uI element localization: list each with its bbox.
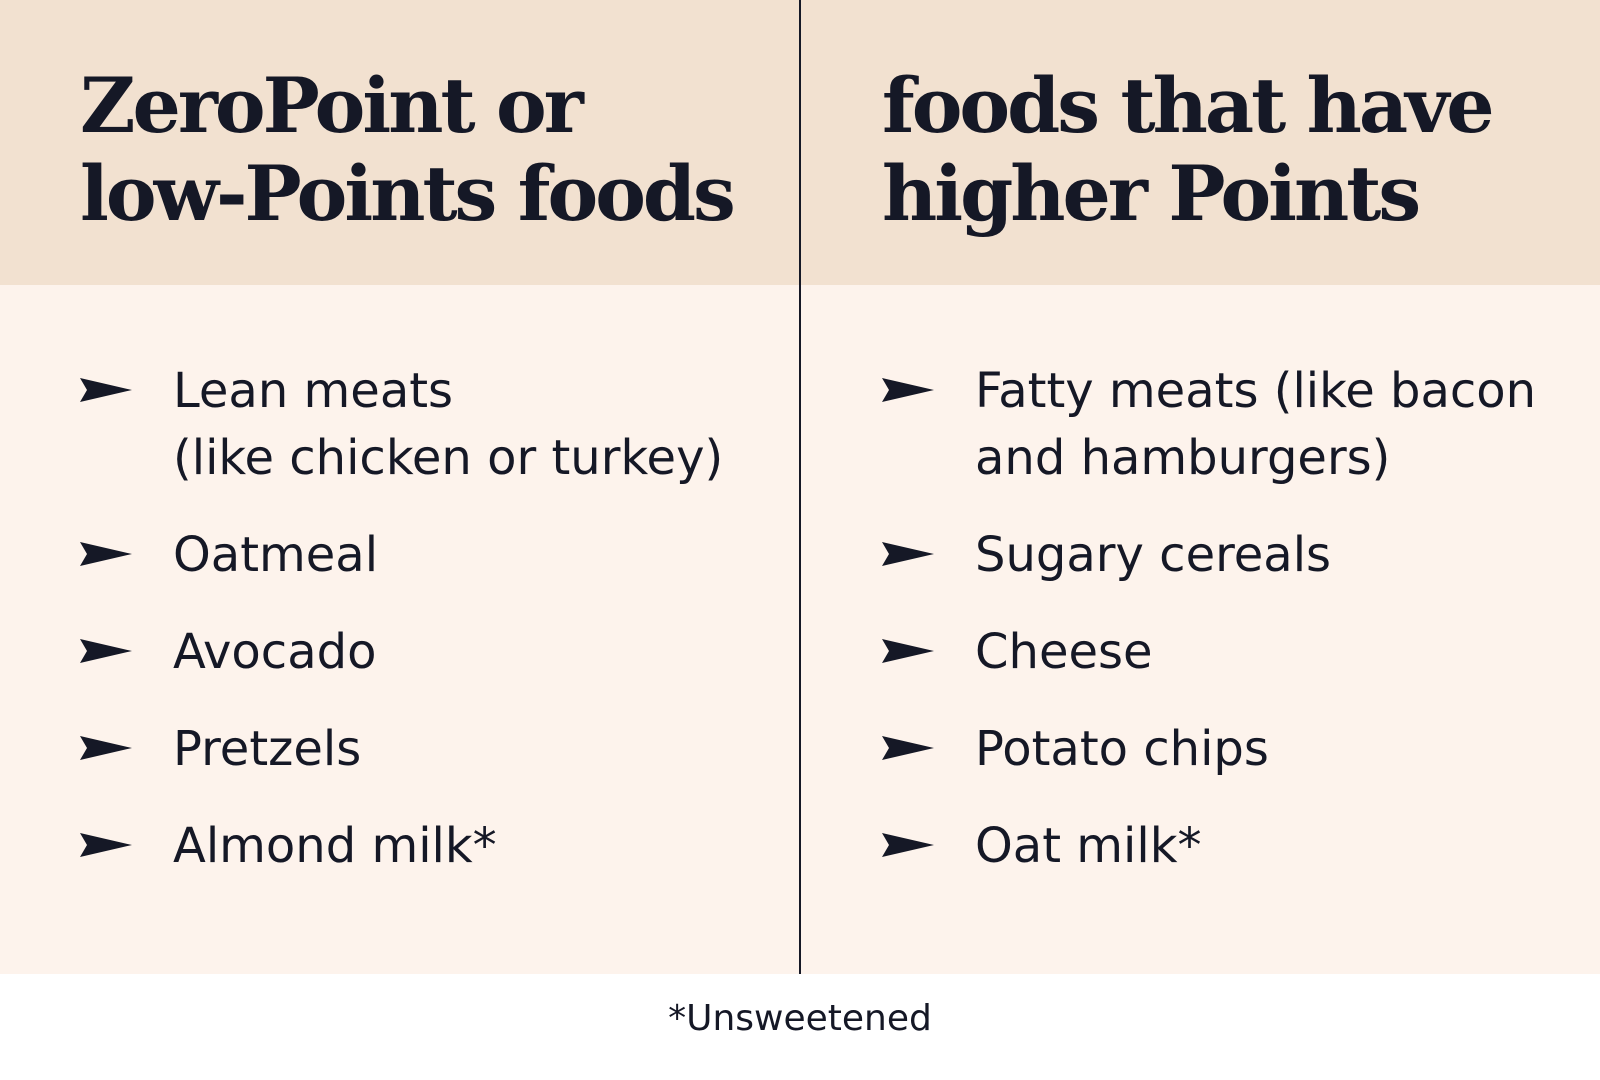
list-item: Lean meats (like chicken or turkey) xyxy=(80,358,780,492)
list-item: Oat milk* xyxy=(882,813,1582,880)
food-list: Lean meats (like chicken or turkey) Oatm… xyxy=(80,358,780,910)
pennant-arrow-icon xyxy=(80,542,132,566)
title-line: higher Points xyxy=(882,149,1421,238)
list-item-line: Potato chips xyxy=(975,721,1269,777)
footnote: *Unsweetened xyxy=(668,998,932,1039)
list-item-text: Lean meats (like chicken or turkey) xyxy=(173,358,780,492)
list-item: Avocado xyxy=(80,619,780,686)
list-item-line: Fatty meats (like bacon xyxy=(975,363,1537,419)
list-item-line: and hamburgers) xyxy=(975,430,1391,486)
pennant-arrow-icon xyxy=(80,378,132,402)
list-item-text: Oatmeal xyxy=(173,522,780,589)
list-item: Pretzels xyxy=(80,716,780,783)
column-divider xyxy=(799,0,801,974)
list-item-line: Lean meats xyxy=(173,363,454,419)
list-item-text: Avocado xyxy=(173,619,780,686)
list-item-line: Sugary cereals xyxy=(975,527,1332,583)
pennant-arrow-icon xyxy=(882,736,934,760)
list-item-line: Almond milk* xyxy=(173,818,497,874)
list-item-line: Oat milk* xyxy=(975,818,1202,874)
column-title: foods that have higher Points xyxy=(882,62,1582,238)
list-item-text: Sugary cereals xyxy=(975,522,1582,589)
title-line: ZeroPoint or xyxy=(80,61,584,150)
pennant-arrow-icon xyxy=(80,639,132,663)
list-item-line: Cheese xyxy=(975,624,1153,680)
list-item-text: Almond milk* xyxy=(173,813,780,880)
list-item-text: Fatty meats (like bacon and hamburgers) xyxy=(975,358,1582,492)
food-list: Fatty meats (like bacon and hamburgers) … xyxy=(882,358,1582,910)
list-item-text: Oat milk* xyxy=(975,813,1582,880)
list-item: Oatmeal xyxy=(80,522,780,589)
list-item: Potato chips xyxy=(882,716,1582,783)
list-item: Sugary cereals xyxy=(882,522,1582,589)
list-item-line: Oatmeal xyxy=(173,527,379,583)
pennant-arrow-icon xyxy=(882,833,934,857)
list-item-text: Cheese xyxy=(975,619,1582,686)
list-item-text: Pretzels xyxy=(173,716,780,783)
list-item-line: Avocado xyxy=(173,624,377,680)
title-line: foods that have xyxy=(882,61,1495,150)
title-line: low-Points foods xyxy=(80,149,736,238)
list-item: Almond milk* xyxy=(80,813,780,880)
list-item-text: Potato chips xyxy=(975,716,1582,783)
pennant-arrow-icon xyxy=(882,639,934,663)
list-item-line: Pretzels xyxy=(173,721,362,777)
list-item-line: (like chicken or turkey) xyxy=(173,430,724,486)
pennant-arrow-icon xyxy=(80,736,132,760)
pennant-arrow-icon xyxy=(80,833,132,857)
pennant-arrow-icon xyxy=(882,542,934,566)
list-item: Fatty meats (like bacon and hamburgers) xyxy=(882,358,1582,492)
pennant-arrow-icon xyxy=(882,378,934,402)
column-title: ZeroPoint or low-Points foods xyxy=(80,62,780,238)
list-item: Cheese xyxy=(882,619,1582,686)
